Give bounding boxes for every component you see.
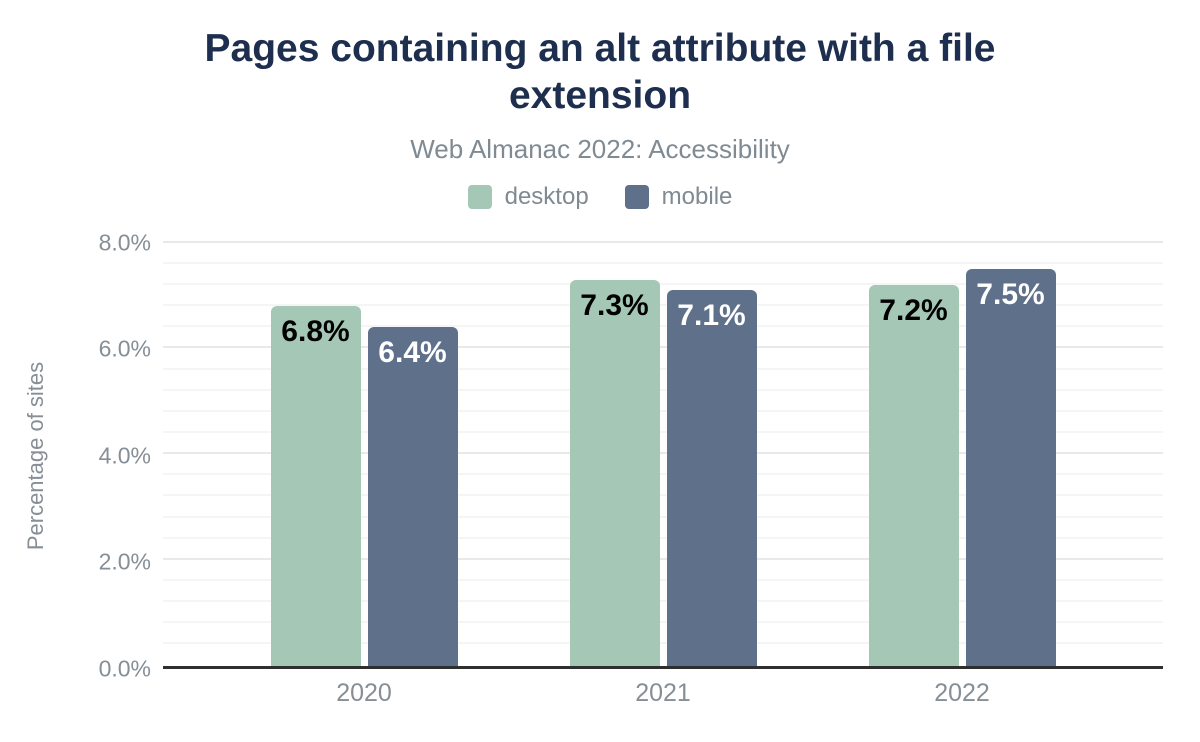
legend-swatch-icon xyxy=(467,184,492,209)
bar-group-2022: 7.2% 7.5% xyxy=(868,243,1056,666)
legend-label: desktop xyxy=(504,182,589,210)
bar-chart: Percentage of sites 0.0% 2.0% 4.0% 6.0% 8.0%… xyxy=(0,229,1200,715)
legend-item-mobile: mobile xyxy=(624,182,733,211)
gridline-minor xyxy=(163,367,1163,370)
gridline-minor xyxy=(163,430,1163,433)
gridline-minor xyxy=(163,304,1163,307)
bar-value-label: 7.5% xyxy=(976,278,1045,312)
gridline-minor xyxy=(163,494,1163,497)
y-tick-label: 2.0% xyxy=(98,548,151,575)
gridline-major xyxy=(163,452,1163,455)
plot-area: 6.8% 6.4% 7.3% 7.1% 7.2% 7.5% xyxy=(163,240,1163,669)
bar-desktop-2020: 6.8% xyxy=(270,306,361,666)
bar-desktop-2022: 7.2% xyxy=(868,284,959,666)
bar-mobile-2022: 7.5% xyxy=(965,269,1056,666)
x-tick-label-2021: 2021 xyxy=(635,678,691,707)
bar-group-2021: 7.3% 7.1% xyxy=(569,243,757,666)
bar-mobile-2021: 7.1% xyxy=(666,290,757,666)
gridline-minor xyxy=(163,621,1163,624)
y-tick-label: 8.0% xyxy=(98,229,151,256)
x-axis-ticks: 2020 2021 2022 xyxy=(163,669,1163,715)
gridline-minor xyxy=(163,409,1163,412)
y-tick-label: 4.0% xyxy=(98,442,151,469)
gridline-minor xyxy=(163,261,1163,264)
legend-swatch-icon xyxy=(624,184,649,209)
gridline-minor xyxy=(163,473,1163,476)
gridline-minor xyxy=(163,325,1163,328)
gridline-minor xyxy=(163,282,1163,285)
x-tick-label-2022: 2022 xyxy=(934,678,990,707)
legend-item-desktop: desktop xyxy=(467,182,589,211)
gridline-minor xyxy=(163,579,1163,581)
legend-label: mobile xyxy=(661,182,733,210)
bar-desktop-2021: 7.3% xyxy=(569,279,660,666)
legend: desktop mobile xyxy=(0,183,1200,211)
bar-value-label: 6.4% xyxy=(378,336,447,370)
y-tick-label: 6.0% xyxy=(98,335,151,362)
y-axis-ticks: 0.0% 2.0% 4.0% 6.0% 8.0% xyxy=(63,229,163,681)
y-tick-label: 0.0% xyxy=(98,655,151,682)
gridline-major xyxy=(163,557,1163,560)
gridline-major xyxy=(163,346,1163,349)
gridline-minor xyxy=(163,515,1163,518)
gridline-minor xyxy=(163,388,1163,391)
gridline-major xyxy=(163,240,1163,243)
gridline-minor xyxy=(163,600,1163,603)
bar-value-label: 7.3% xyxy=(580,288,649,322)
bar-groups: 6.8% 6.4% 7.3% 7.1% 7.2% 7.5% xyxy=(163,243,1163,666)
x-tick-label-2020: 2020 xyxy=(336,678,392,707)
bar-group-2020: 6.8% 6.4% xyxy=(270,243,458,666)
bar-value-label: 7.2% xyxy=(879,293,948,327)
chart-title: Pages containing an alt attribute with a… xyxy=(204,27,996,117)
gridline-minor xyxy=(163,642,1163,645)
gridline-minor xyxy=(163,536,1163,539)
y-axis-title-column: Percentage of sites xyxy=(8,243,63,669)
bar-mobile-2020: 6.4% xyxy=(367,327,458,666)
bar-value-label: 7.1% xyxy=(677,299,746,333)
chart-subtitle: Web Almanac 2022: Accessibility xyxy=(410,133,790,164)
bar-value-label: 6.8% xyxy=(281,315,350,349)
y-axis-title: Percentage of sites xyxy=(22,361,48,550)
